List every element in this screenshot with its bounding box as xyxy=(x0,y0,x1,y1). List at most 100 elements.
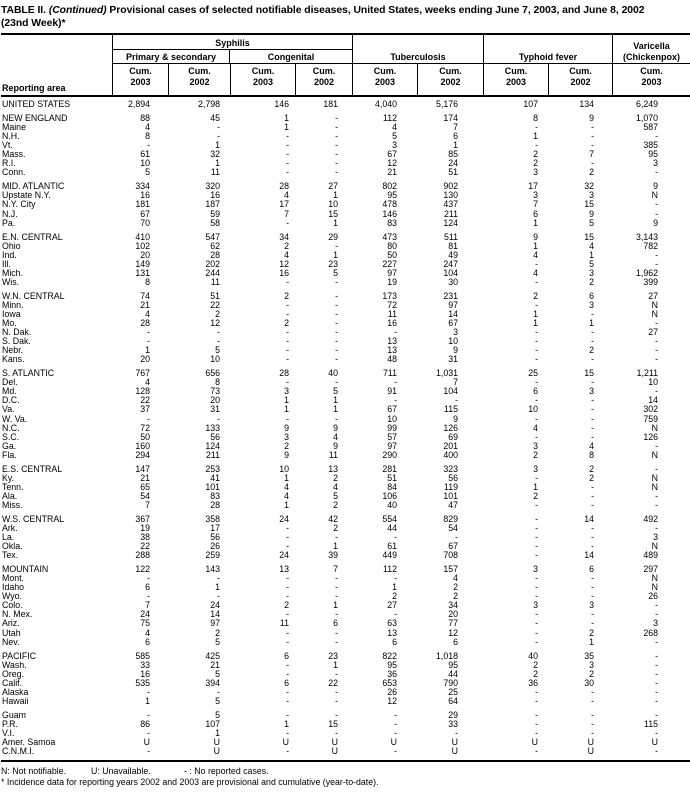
value-cell: 26 xyxy=(387,686,397,697)
region-total-row: S. ATLANTIC 767 656 28 40 711 1,031 25 15 1,211 xyxy=(1,369,690,378)
value-cell: 9 xyxy=(453,413,458,424)
reporting-area-label: Amer. Samoa xyxy=(2,737,56,748)
value-cell: 13 xyxy=(387,336,397,347)
value-cell: 174 xyxy=(443,113,458,124)
value-cell: - xyxy=(535,573,538,584)
value-cell: 119 xyxy=(443,481,458,492)
value-cell: - xyxy=(655,686,658,697)
value-cell: - xyxy=(591,131,594,142)
value-cell: 29 xyxy=(328,231,338,242)
value-cell: 44 xyxy=(387,523,397,534)
value-cell: 1 xyxy=(333,541,338,552)
value-cell: 7 xyxy=(145,499,150,510)
reporting-area-label: Idaho xyxy=(2,582,25,593)
value-cell: - xyxy=(535,258,538,269)
reporting-area-label: Maine xyxy=(2,122,26,133)
table-row: Calif. 535 394 6 22 653 790 36 30 - xyxy=(1,677,690,688)
value-cell: U xyxy=(213,737,220,748)
value-cell: - xyxy=(655,386,658,397)
value-cell: 102 xyxy=(135,240,150,251)
table-row: Del. 4 8 - - - 7 - - 10 xyxy=(1,378,690,387)
value-cell: 3 xyxy=(589,190,594,201)
value-cell: 130 xyxy=(443,190,458,201)
value-cell: 104 xyxy=(443,267,458,278)
varicella-line2: (Chickenpox) xyxy=(622,51,680,62)
value-cell: - xyxy=(286,582,289,593)
value-cell: 2 xyxy=(589,627,594,638)
value-cell: N xyxy=(651,472,658,483)
value-cell: 2 xyxy=(533,449,538,460)
value-cell: 17 xyxy=(528,181,538,192)
value-cell: - xyxy=(591,481,594,492)
value-cell: - xyxy=(335,591,338,602)
value-cell: 367 xyxy=(135,513,150,524)
value-cell: 6 xyxy=(533,386,538,397)
value-cell: 107 xyxy=(523,99,538,109)
value-cell: 2 xyxy=(333,472,338,483)
value-cell: 15 xyxy=(584,368,594,379)
value-cell: - xyxy=(535,686,538,697)
value-cell: 1 xyxy=(284,499,289,510)
table-row: Maine 4 - 1 - 4 7 - - 587 xyxy=(1,123,690,132)
value-cell: 24 xyxy=(279,513,289,524)
reporting-area-label: Mass. xyxy=(2,149,26,160)
value-cell: 124 xyxy=(443,217,458,228)
value-cell: - xyxy=(335,113,338,124)
value-cell: 5 xyxy=(215,345,220,356)
value-cell: - xyxy=(591,404,594,415)
value-cell: N xyxy=(651,582,658,593)
reporting-area-label: Ga. xyxy=(2,440,17,451)
value-cell: - xyxy=(535,541,538,552)
value-cell: 2 xyxy=(533,290,538,301)
value-cell: 63 xyxy=(387,618,397,629)
value-cell: 2 xyxy=(533,149,538,160)
table-row: Hawaii 1 5 - - 12 64 - - - xyxy=(1,695,690,706)
reporting-area-label: Calif. xyxy=(2,677,23,688)
typhoid-fever-group-header: Typhoid fever xyxy=(483,35,612,64)
value-cell: 211 xyxy=(205,449,220,460)
value-cell: N xyxy=(651,481,658,492)
value-cell: 2 xyxy=(589,668,594,679)
value-cell: 104 xyxy=(443,386,458,397)
value-cell: 1 xyxy=(589,318,594,329)
value-cell: 22 xyxy=(140,541,150,552)
value-cell: - xyxy=(147,413,150,424)
value-cell: - xyxy=(591,377,594,388)
value-cell: - xyxy=(655,677,658,688)
value-cell: 11 xyxy=(387,308,397,319)
value-cell: N xyxy=(651,422,658,433)
value-cell: - xyxy=(286,695,289,706)
value-cell: 1 xyxy=(333,600,338,611)
value-cell: - xyxy=(535,513,538,524)
value-cell: 146 xyxy=(382,208,397,219)
value-cell: 61 xyxy=(387,541,397,552)
value-cell: 38 xyxy=(140,532,150,543)
value-cell: U xyxy=(531,737,538,748)
column-header-cum-2002: Cum. 2002 xyxy=(417,64,483,95)
value-cell: - xyxy=(147,686,150,697)
table-row: Ind. 20 28 4 1 50 49 4 1 - xyxy=(1,250,690,260)
value-cell: - xyxy=(655,318,658,329)
value-cell: 782 xyxy=(643,240,658,251)
reporting-area-label: N.C. xyxy=(2,422,20,433)
value-cell: - xyxy=(286,327,289,338)
value-cell: 3,143 xyxy=(635,231,658,242)
value-cell: 54 xyxy=(140,490,150,501)
varicella-group-header: Varicella (Chickenpox) xyxy=(612,35,690,64)
region-total-row: W.N. CENTRAL 74 51 2 - 173 231 2 6 27 xyxy=(1,290,690,301)
table-row: Nebr. 1 5 - - 13 9 - 2 - xyxy=(1,346,690,355)
value-cell: 6 xyxy=(145,582,150,593)
value-cell: 6 xyxy=(589,290,594,301)
value-cell: 3 xyxy=(653,532,658,543)
value-cell: - xyxy=(535,609,538,620)
value-cell: U xyxy=(587,746,594,757)
value-cell: 6 xyxy=(145,636,150,647)
value-cell: 20 xyxy=(210,395,220,406)
value-cell: 86 xyxy=(140,718,150,729)
value-cell: 54 xyxy=(448,523,458,534)
reporting-area-label: PACIFIC xyxy=(2,650,37,661)
value-cell: - xyxy=(535,395,538,406)
value-cell: 67 xyxy=(448,318,458,329)
value-cell: 473 xyxy=(382,231,397,242)
value-cell: 187 xyxy=(205,199,220,210)
